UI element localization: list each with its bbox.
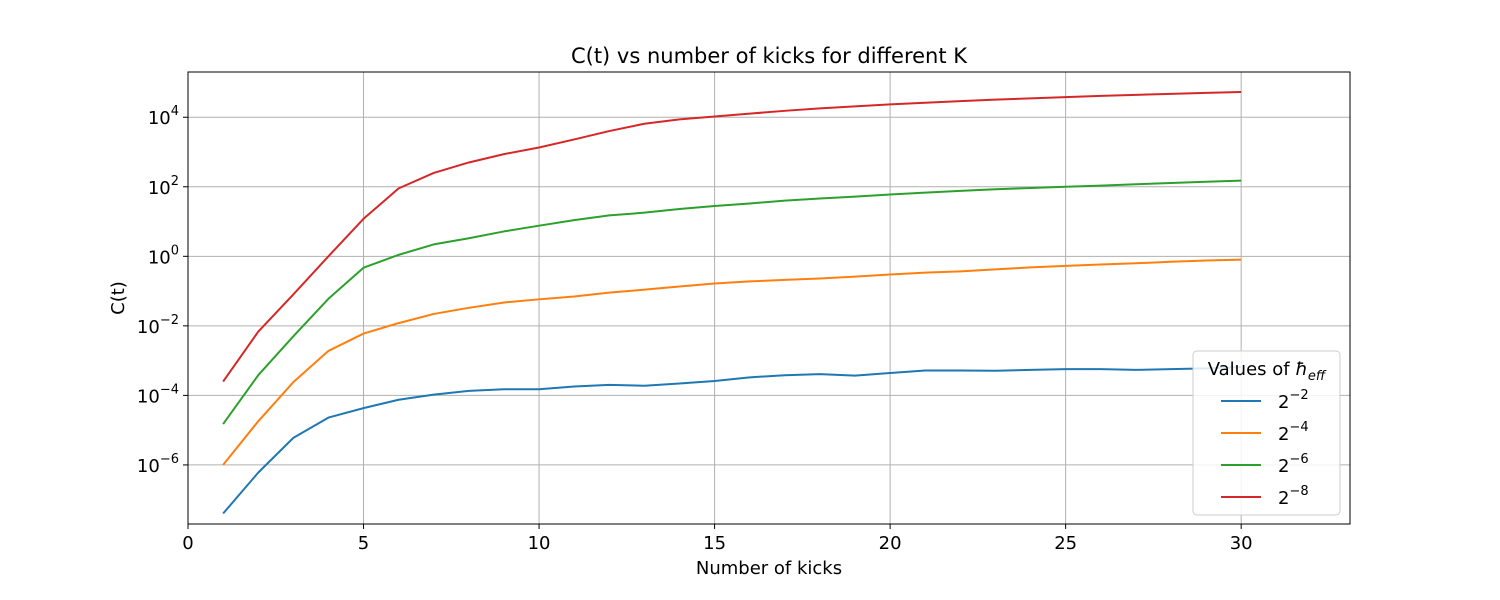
y-tick-base: 10 xyxy=(137,456,160,477)
y-tick-base: 10 xyxy=(137,386,160,407)
y-tick-exponent: −6 xyxy=(160,452,179,467)
y-tick-label: 102 xyxy=(148,174,179,199)
y-tick-exponent: 2 xyxy=(171,174,179,189)
y-tick-base: 10 xyxy=(148,247,171,268)
x-tick-label: 15 xyxy=(703,533,726,554)
legend-entry-base: 2 xyxy=(1278,456,1289,477)
legend-entry: 2−4 xyxy=(1278,420,1309,445)
legend-box xyxy=(1192,350,1341,516)
x-tick-label: 20 xyxy=(879,533,902,554)
legend-title-subscript: eff xyxy=(1308,369,1327,384)
y-tick-label: 100 xyxy=(148,243,179,268)
x-tick-label: 0 xyxy=(182,533,193,554)
y-tick-exponent: −4 xyxy=(160,382,179,397)
legend-entry-exponent: −2 xyxy=(1289,388,1308,403)
x-axis-label: Number of kicks xyxy=(696,558,842,579)
plot-frame xyxy=(187,71,1351,525)
chart-title: C(t) vs number of kicks for different K xyxy=(571,44,968,68)
y-tick-exponent: −2 xyxy=(160,313,179,328)
legend-entry-exponent: −4 xyxy=(1289,420,1308,435)
y-tick-label: 104 xyxy=(148,104,179,129)
series-line-1 xyxy=(222,366,1242,515)
y-tick-base: 10 xyxy=(137,317,160,338)
legend-title: Values of ħeff xyxy=(1208,359,1327,384)
legend-entry-base: 2 xyxy=(1278,392,1289,413)
y-tick-base: 10 xyxy=(148,108,171,129)
legend-entry-base: 2 xyxy=(1278,424,1289,445)
series-line-2 xyxy=(222,258,1242,466)
series-line-3 xyxy=(222,179,1242,425)
x-tick-label: 30 xyxy=(1230,533,1253,554)
x-tick-label: 25 xyxy=(1054,533,1077,554)
series-layer xyxy=(222,91,1242,515)
legend-entry: 2−6 xyxy=(1278,452,1309,477)
y-tick-base: 10 xyxy=(148,178,171,199)
legend-entry: 2−2 xyxy=(1278,388,1309,413)
y-tick-label: 10−2 xyxy=(137,313,179,338)
y-axis-label: C(t) xyxy=(108,281,129,315)
y-tick-label: 10−4 xyxy=(137,382,179,407)
y-tick-exponent: 4 xyxy=(171,104,179,119)
legend-entry-exponent: −6 xyxy=(1289,452,1308,467)
y-tick-label: 10−6 xyxy=(137,452,179,477)
y-tick-exponent: 0 xyxy=(171,243,179,258)
legend-entry-exponent: −8 xyxy=(1289,484,1308,499)
x-tick-label: 5 xyxy=(358,533,369,554)
series-line-4 xyxy=(222,91,1242,383)
legend-title-text: Values of xyxy=(1208,359,1296,380)
legend-entry-base: 2 xyxy=(1278,488,1289,509)
legend-entry: 2−8 xyxy=(1278,484,1309,509)
legend-title-symbol: ħ xyxy=(1295,359,1308,380)
x-tick-label: 10 xyxy=(528,533,551,554)
